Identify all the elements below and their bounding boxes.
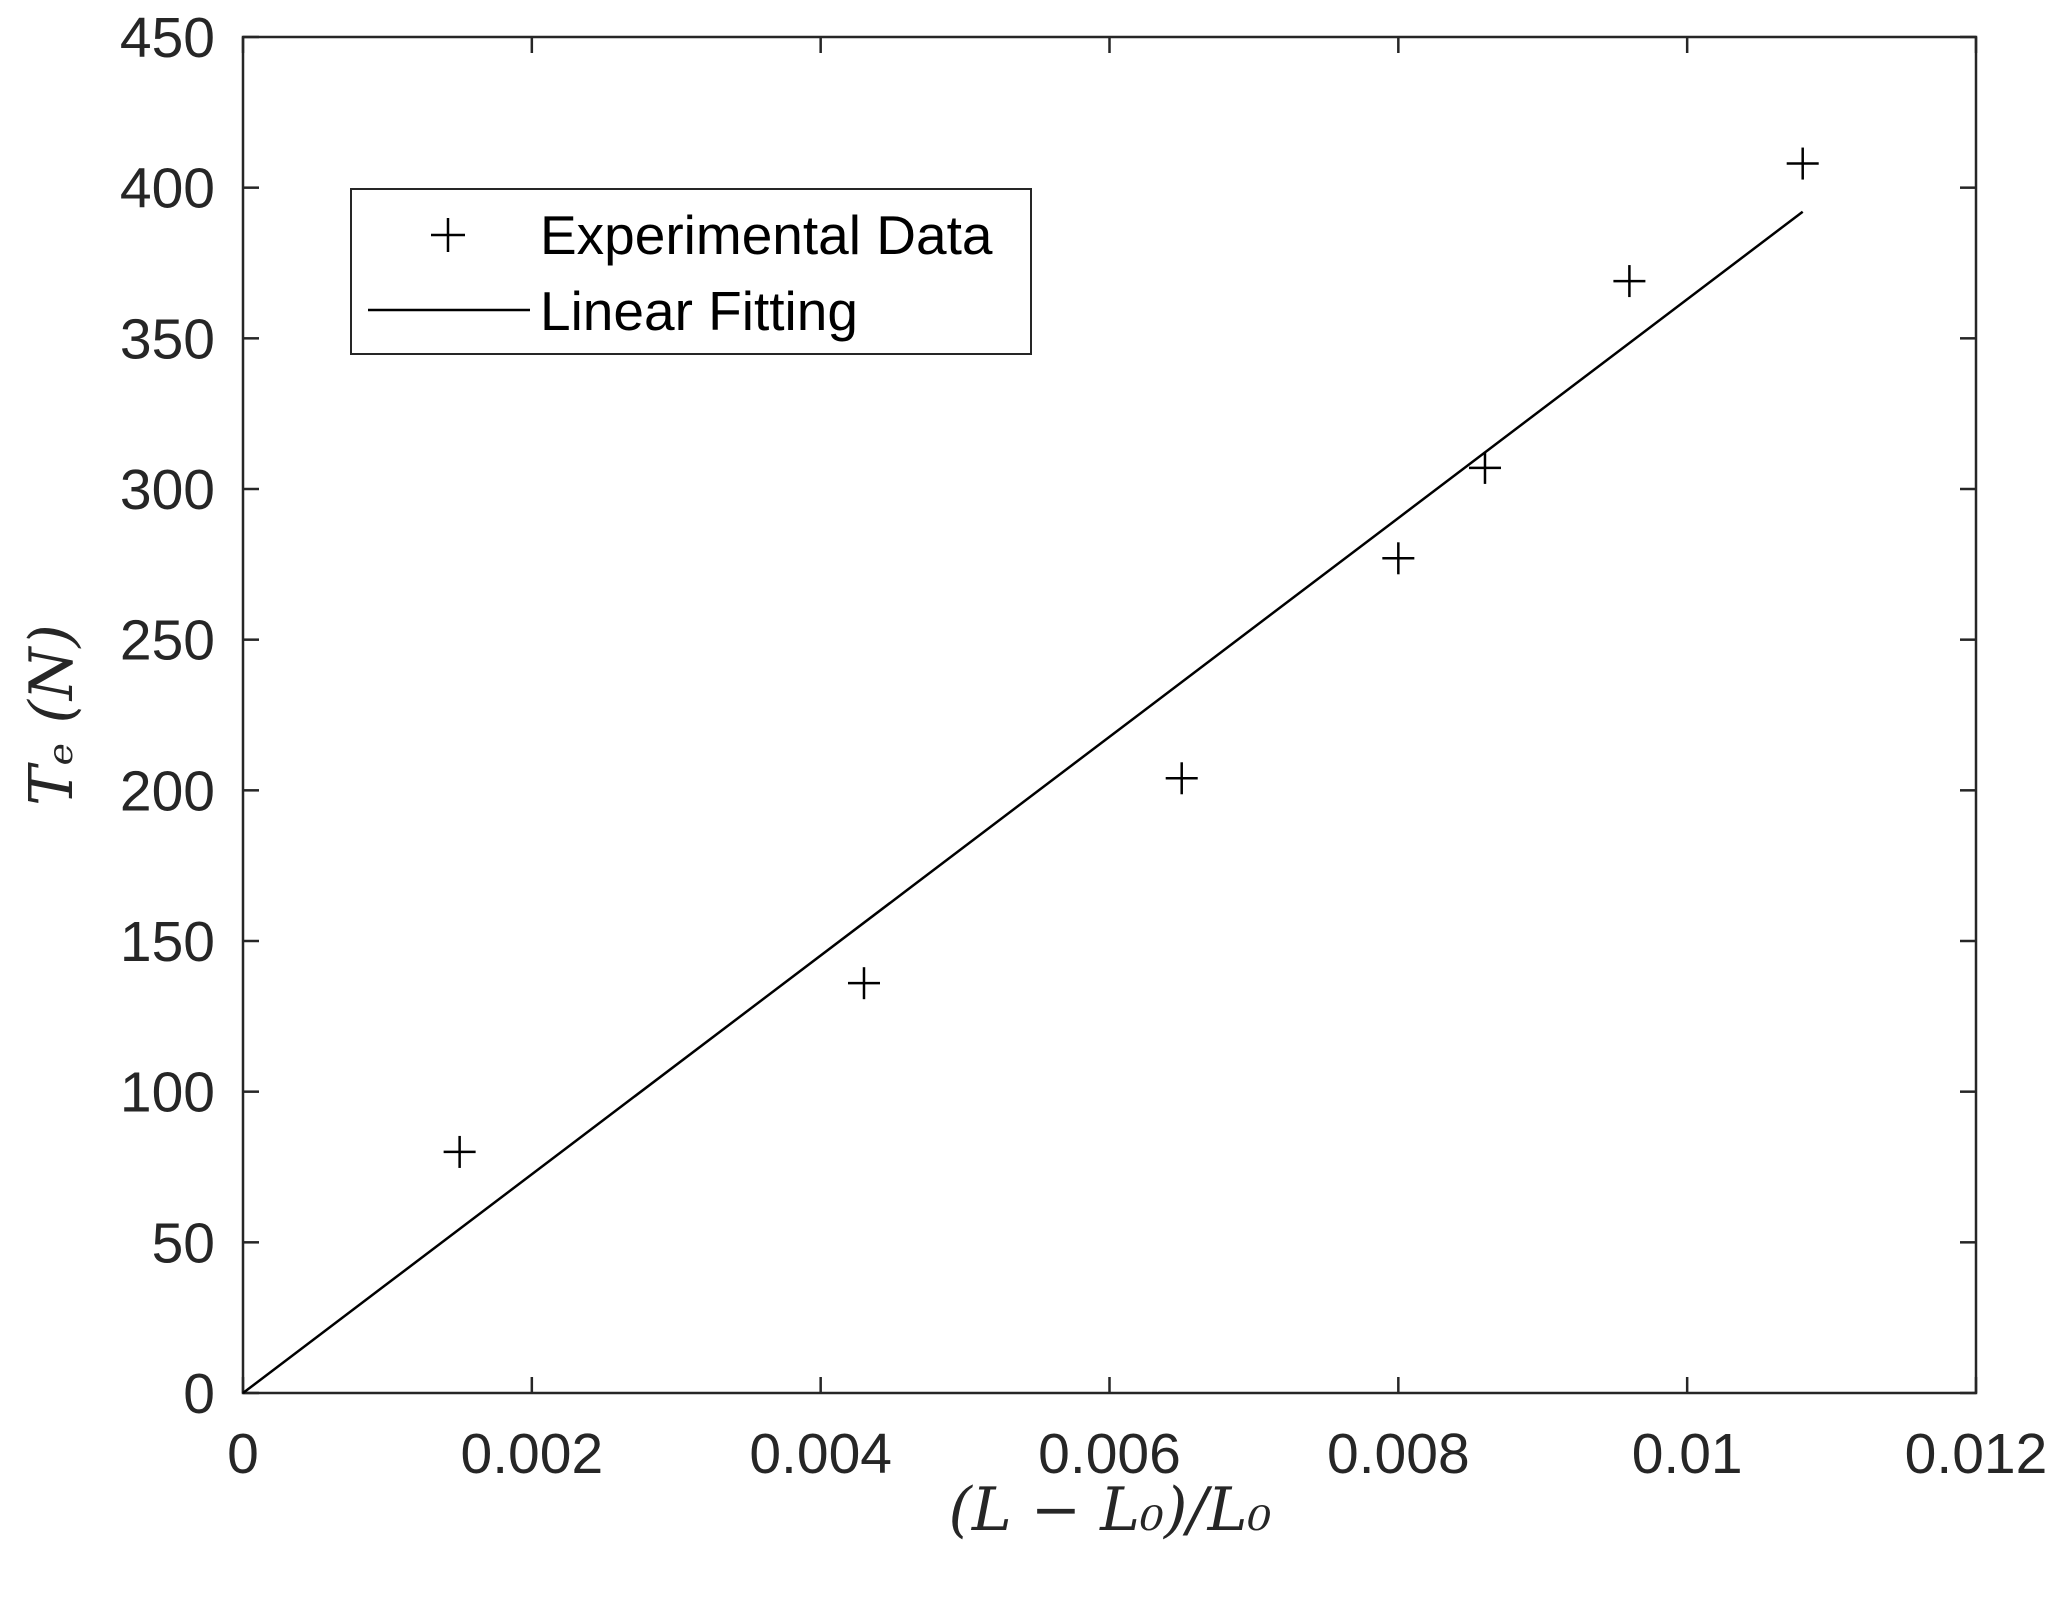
data-point-5	[1613, 265, 1646, 298]
y-axis-label: Tₑ (N)	[17, 624, 87, 806]
x-tick-label-6: 0.012	[1905, 1422, 2048, 1486]
data-point-0	[443, 1135, 476, 1168]
data-series	[242, 147, 1819, 1394]
x-tick-label-1: 0.002	[461, 1422, 604, 1486]
y-tick-label-5: 250	[120, 609, 215, 673]
y-axis-tick-labels: 0 50 100 150 200 250 300 350 400 450	[120, 6, 215, 1426]
data-point-6	[1786, 147, 1819, 180]
x-axis-tick-labels: 0 0.002 0.004 0.006 0.008 0.01 0.012	[227, 1422, 2047, 1486]
x-tick-label-2: 0.004	[749, 1422, 892, 1486]
legend-label-linear-fitting: Linear Fitting	[540, 280, 858, 342]
legend-box	[350, 188, 1032, 355]
x-tick-label-5: 0.01	[1632, 1422, 1743, 1486]
x-tick-label-3: 0.006	[1038, 1422, 1181, 1486]
y-tick-label-8: 400	[120, 157, 215, 221]
data-point-1	[847, 967, 880, 1000]
fit-line	[242, 210, 1804, 1394]
x-axis-label: (L − L₀)/L₀	[948, 1475, 1271, 1545]
y-tick-label-4: 200	[120, 759, 215, 823]
data-point-2	[1165, 762, 1198, 795]
x-tick-label-4: 0.008	[1327, 1422, 1470, 1486]
y-tick-label-3: 150	[120, 910, 215, 974]
axis-ticks	[241, 35, 1978, 1395]
data-point-4	[1468, 451, 1501, 484]
y-tick-label-7: 350	[120, 307, 215, 371]
y-tick-label-1: 50	[152, 1211, 215, 1275]
y-tick-label-9: 450	[120, 6, 215, 70]
legend: Experimental Data Linear Fitting	[350, 188, 1032, 355]
x-tick-label-0: 0	[227, 1422, 259, 1486]
legend-marker-plus-icon	[431, 218, 465, 252]
y-tick-label-6: 300	[120, 458, 215, 522]
y-tick-label-2: 100	[120, 1061, 215, 1125]
y-tick-label-0: 0	[183, 1362, 215, 1426]
legend-label-experimental-data: Experimental Data	[540, 204, 993, 266]
data-point-3	[1382, 542, 1415, 575]
